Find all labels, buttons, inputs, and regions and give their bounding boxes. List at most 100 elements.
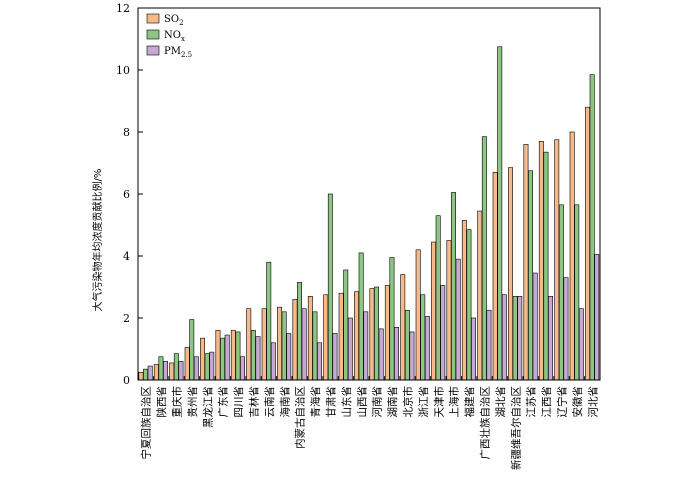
x-tick-label-9: 云南省 [263,386,276,418]
bar-so2-29 [569,131,575,381]
y-axis-label: 大气污染物年均浓度贡献比例/% [91,169,104,312]
x-tick-label-15: 山西省 [355,386,368,418]
bar-so2-22 [461,220,467,381]
bar-nox-19 [420,294,426,381]
x-tick-label-24: 湖北省 [494,386,507,418]
y-tick-label-2: 2 [123,312,130,325]
x-tick-label-5: 黑龙江省 [201,386,214,428]
bar-nox-16 [374,286,379,381]
bar-pm25-14 [347,317,353,381]
y-tick-label-5: 8 [123,126,130,139]
bar-pm25-10 [286,333,292,381]
legend-label-1: SO2 [164,14,184,27]
legend-label-3: PM2.5 [164,46,192,59]
bar-nox-24 [497,46,503,381]
bar-pm25-23 [486,309,492,381]
x-tick-label-11: 内蒙古自治区 [294,386,307,449]
y-tick-label-3: 4 [123,250,130,263]
bar-nox-1 [143,368,148,381]
bar-pm25-11 [301,308,307,381]
bar-so2-19 [415,249,421,381]
x-tick-label-20: 天津市 [432,386,445,418]
bar-nox-28 [558,204,564,381]
x-tick-label-14: 山东省 [340,386,353,418]
bar-nox-21 [451,192,456,381]
bar-pm25-28 [563,277,569,381]
bar-pm25-16 [378,328,384,381]
x-tick-label-29: 安徽省 [571,386,584,418]
bar-so2-4 [184,347,190,381]
y-tick-label-4: 6 [123,188,130,201]
x-tick-label-16: 河南省 [371,386,384,418]
bar-so2-17 [384,285,390,381]
bar-pm25-30 [594,254,600,381]
bar-so2-30 [585,106,591,381]
bar-pm25-19 [424,316,430,381]
bar-nox-5 [204,353,210,381]
bar-nox-23 [481,136,487,381]
bar-so2-16 [369,288,375,381]
x-tick-label-12: 青海省 [309,386,322,418]
x-tick-label-18: 北京市 [402,386,415,418]
bar-so2-18 [400,274,406,381]
bar-so2-3 [169,362,175,381]
bar-nox-8 [250,330,256,381]
legend: SO2 NOx PM2.5 [146,13,192,59]
bar-pm25-7 [240,356,245,381]
plot-area: 宁夏回族自治区 陕西省 重庆市 贵州省 黑龙江省 广东省 四川省 吉林省 云南省 海南省 内蒙古自治… [116,2,601,470]
y-tick-label-7: 12 [116,2,130,15]
bar-pm25-13 [332,333,338,381]
bar-nox-9 [266,261,272,381]
bar-nox-7 [235,331,241,381]
legend-label-2: NOx [164,30,185,43]
bar-pm25-3 [178,361,184,381]
bar-pm25-12 [317,342,322,381]
bar-so2-24 [492,172,498,381]
bar-nox-22 [466,229,472,381]
bar-so2-13 [323,294,329,381]
bar-nox-26 [528,170,534,381]
x-tick-label-6: 广东省 [217,386,230,418]
bar-so2-1 [138,371,144,381]
bar-pm25-6 [224,334,230,381]
bar-nox-18 [404,309,410,381]
bar-so2-20 [431,241,436,381]
bar-nox-3 [173,353,179,381]
bar-pm25-20 [440,285,446,381]
bar-nox-29 [574,204,580,381]
bar-so2-2 [153,364,159,381]
bar-nox-13 [327,193,333,381]
bar-pm25-8 [255,336,261,381]
bar-nox-15 [358,252,364,381]
bar-so2-12 [307,295,313,381]
bar-pm25-1 [147,365,153,381]
x-tick-label-22: 福建省 [463,386,476,418]
y-tick-label-6: 10 [116,64,130,77]
bar-so2-9 [261,308,267,381]
bar-nox-20 [435,215,441,381]
bar-pm25-22 [471,317,476,381]
bar-so2-11 [292,299,298,381]
bar-pm25-21 [455,258,461,381]
bar-so2-27 [538,141,544,381]
bar-so2-26 [523,144,529,381]
x-tick-label-1: 宁夏回族自治区 [140,386,153,460]
bar-pm25-4 [193,356,199,381]
bar-so2-10 [277,306,282,381]
bar-nox-2 [158,356,164,381]
bar-pm25-25 [517,295,523,381]
x-tick-label-23: 广西壮族自治区 [479,386,492,460]
bar-nox-4 [189,319,195,381]
bar-nox-6 [220,337,225,381]
bar-nox-11 [297,282,302,381]
bar-nox-30 [589,74,595,381]
x-tick-label-27: 江西省 [540,386,553,418]
x-tick-label-4: 贵州省 [186,386,199,418]
bar-so2-15 [354,291,359,381]
x-tick-label-2: 陕西省 [155,386,168,418]
x-tick-label-3: 重庆市 [171,386,184,418]
bar-so2-5 [200,337,205,381]
legend-swatch-3 [146,45,160,56]
x-tick-label-13: 甘肃省 [325,386,338,418]
